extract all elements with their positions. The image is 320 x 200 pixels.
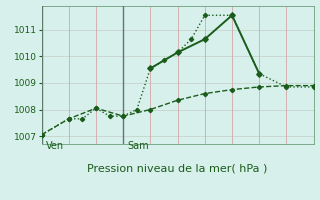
Text: Sam: Sam <box>127 141 149 151</box>
X-axis label: Pression niveau de la mer( hPa ): Pression niveau de la mer( hPa ) <box>87 163 268 173</box>
Text: Ven: Ven <box>46 141 64 151</box>
